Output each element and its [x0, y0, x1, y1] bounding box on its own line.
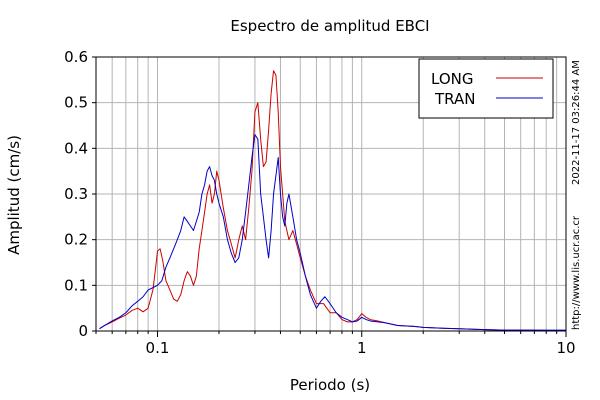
- y-tick-label: 0.6: [64, 48, 88, 66]
- y-tick-label: 0.4: [64, 139, 88, 157]
- series-line-tran: [99, 134, 566, 331]
- series-line-long: [99, 70, 566, 332]
- timestamp-text: 2022-11-17 03:26:44 AM: [571, 60, 582, 185]
- y-tick-label: 0.3: [64, 185, 88, 203]
- x-tick-label: 0.1: [146, 339, 170, 357]
- x-tick-label: 1: [357, 339, 367, 357]
- grid-lines: [95, 56, 567, 332]
- y-tick-label: 0.2: [64, 231, 88, 249]
- y-tick-label: 0: [78, 322, 88, 340]
- x-tick-label: 10: [556, 339, 575, 357]
- legend-label-tran: TRAN: [434, 90, 475, 108]
- source-url-text: http://www.lis.ucr.ac.cr: [571, 215, 582, 330]
- legend: LONG TRAN: [418, 58, 554, 119]
- series-layer: [99, 70, 566, 332]
- y-tick-label: 0.1: [64, 276, 88, 294]
- axis-ticks: 0 0.1 0.2 0.3 0.4 0.5 0.6 0.1 1 10: [64, 48, 575, 357]
- y-tick-label: 0.5: [64, 94, 88, 112]
- y-axis-label: Amplitud (cm/s): [5, 135, 23, 255]
- x-axis-label: Periodo (s): [290, 376, 370, 394]
- legend-box: [418, 58, 554, 119]
- legend-label-long: LONG: [431, 70, 473, 88]
- chart-title: Espectro de amplitud EBCI: [230, 17, 429, 35]
